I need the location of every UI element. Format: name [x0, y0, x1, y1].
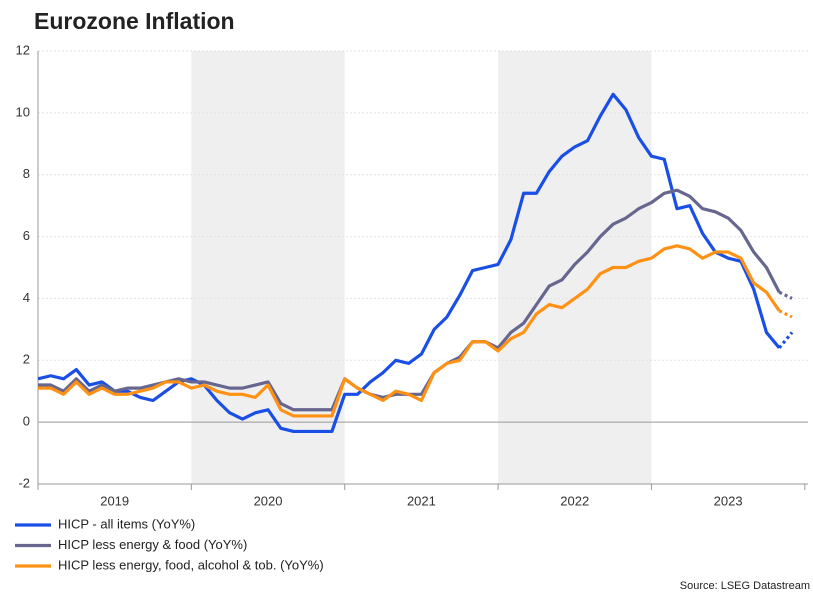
- x-tick-label: 2023: [714, 493, 743, 508]
- y-tick-label: 2: [23, 352, 30, 367]
- series-line-dotted: [778, 331, 794, 349]
- x-tick-label: 2019: [100, 493, 129, 508]
- shaded-band: [191, 51, 345, 484]
- y-tick-label: 4: [23, 290, 30, 305]
- series-line-dotted: [778, 290, 793, 300]
- legend-label: HICP less energy & food (YoY%): [58, 537, 247, 552]
- y-tick-label: 6: [23, 228, 30, 243]
- source: Source: LSEG Datastream: [680, 580, 810, 592]
- y-tick-label: 12: [16, 42, 30, 57]
- y-tick-label: 0: [23, 414, 30, 429]
- y-tick-label: -2: [18, 475, 30, 490]
- x-tick-label: 2021: [407, 493, 436, 508]
- series-line: [38, 188, 781, 412]
- chart-title: Eurozone Inflation: [34, 8, 235, 34]
- y-tick-label: 8: [23, 166, 30, 181]
- x-tick-label: 2020: [254, 493, 283, 508]
- series-line-dotted: [778, 309, 793, 319]
- y-tick-label: 10: [16, 104, 30, 119]
- x-tick-label: 2022: [560, 493, 589, 508]
- series-line: [37, 92, 781, 434]
- legend-label: HICP - all items (YoY%): [58, 516, 195, 531]
- legend-label: HICP less energy, food, alcohol & tob. (…: [58, 557, 324, 572]
- series-line: [38, 244, 781, 418]
